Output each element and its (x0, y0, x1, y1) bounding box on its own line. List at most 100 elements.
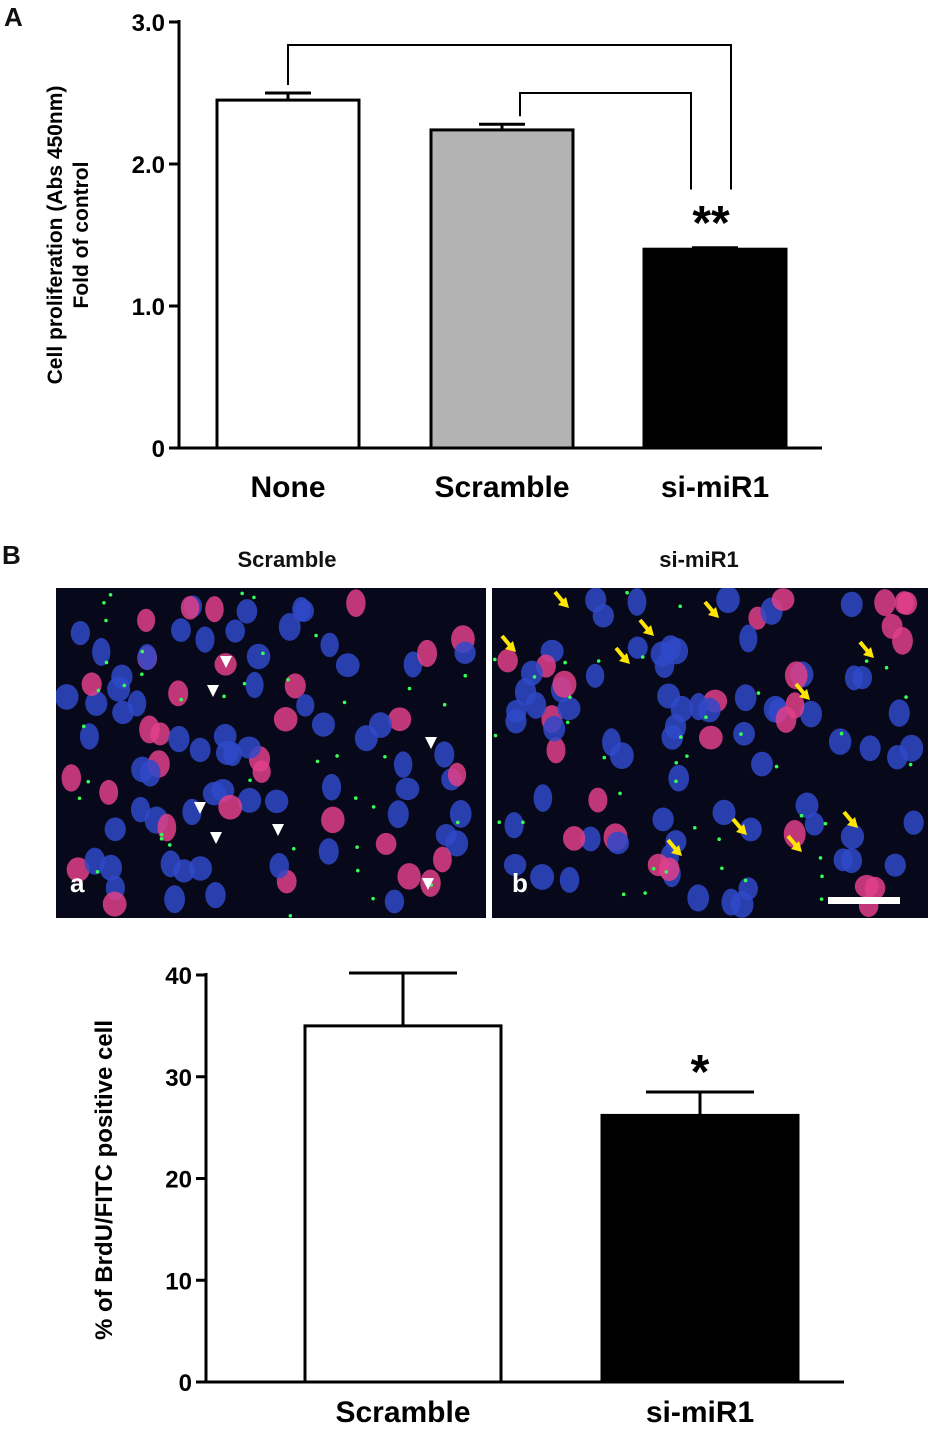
fitc-dot (839, 731, 844, 736)
nucleus-brdu (699, 725, 723, 750)
nucleus (585, 663, 605, 688)
fitc-dot (497, 820, 502, 824)
nucleus (652, 807, 674, 832)
fitc-dot (95, 869, 100, 874)
nucleus-brdu (771, 588, 795, 611)
nucleus (899, 734, 924, 762)
y-tick-label: 1.0 (132, 294, 165, 321)
nucleus-brdu (180, 595, 200, 620)
significance-bracket (519, 92, 692, 190)
fitc-dot (625, 590, 629, 595)
nucleus (171, 618, 191, 643)
fitc-dot (739, 732, 743, 736)
x-category-label: Scramble (434, 471, 569, 504)
fitc-dot (674, 761, 679, 765)
nucleus-brdu (273, 707, 298, 732)
nucleus-brdu (894, 591, 914, 615)
fitc-dot (81, 724, 86, 729)
fitc-dot (407, 686, 412, 691)
fitc-dot (140, 649, 145, 654)
nucleus-brdu (785, 692, 805, 719)
fitc-dot (678, 604, 683, 609)
nucleus (320, 632, 339, 658)
nucleus-brdu (61, 764, 82, 792)
fitc-dot (140, 672, 144, 677)
fitc-dot (679, 735, 683, 739)
fitc-dot (651, 866, 656, 871)
nucleus-brdu (546, 737, 566, 764)
y-tick-label: 20 (165, 1167, 192, 1194)
nucleus (140, 759, 161, 787)
nucleus (559, 866, 580, 893)
fitc-dot (596, 659, 601, 663)
nucleus (395, 777, 420, 801)
nucleus (650, 641, 674, 667)
y-tick-label: 0 (152, 436, 165, 463)
arrow-icon (619, 653, 630, 664)
fitc-dot (685, 754, 689, 758)
nucleus (859, 735, 881, 762)
nucleus (164, 885, 185, 914)
fitc-dot (864, 659, 869, 663)
nucleus (104, 817, 126, 842)
y-tick-label: 0 (179, 1370, 192, 1397)
y-tick-label: 3.0 (132, 10, 165, 37)
nucleus (840, 824, 865, 850)
arrow-icon (863, 647, 874, 658)
nucleus (296, 694, 315, 717)
arrowhead-icon (272, 824, 284, 836)
arrow-icon (708, 607, 719, 618)
fitc-dot (314, 633, 318, 638)
fitc-dot (799, 813, 804, 818)
y-tick-label: 2.0 (132, 152, 165, 179)
bar-none (215, 98, 361, 450)
fitc-dot (355, 868, 360, 873)
fitc-dot (819, 897, 824, 901)
nucleus (712, 799, 736, 826)
nucleus-brdu (99, 779, 119, 805)
micrograph-si-mir1-image (492, 588, 928, 918)
nucleus (580, 826, 601, 852)
nucleus (318, 838, 339, 865)
micrograph-label-b: b (512, 868, 528, 898)
nucleus (387, 800, 409, 829)
y-axis-label: % of BrdU/FITC positive cell (91, 1020, 118, 1340)
nucleus (627, 636, 648, 659)
fitc-dot (288, 913, 293, 918)
nucleus (237, 787, 262, 813)
fitc-dot (743, 878, 748, 883)
nucleus (335, 653, 360, 678)
nucleus (888, 699, 910, 727)
nucleus (322, 773, 342, 801)
scale-bar (828, 897, 900, 904)
fitc-dot (371, 896, 375, 901)
nucleus-brdu (137, 608, 156, 632)
nucleus (533, 784, 553, 812)
nucleus (160, 850, 181, 878)
nucleus (606, 831, 630, 855)
nucleus (716, 588, 740, 614)
nucleus (56, 684, 79, 710)
nucleus-brdu (881, 613, 903, 639)
nucleus (79, 723, 99, 750)
arrow-icon (671, 845, 682, 856)
significance-marker: * (691, 1046, 710, 1099)
fitc-dot (353, 796, 358, 800)
nucleus (721, 888, 741, 916)
nucleus (215, 740, 239, 765)
nucleus (530, 863, 555, 890)
nucleus (733, 721, 755, 746)
significance-bracket (287, 44, 732, 190)
nucleus (525, 691, 547, 719)
nucleus (130, 796, 151, 823)
nucleus-brdu (433, 846, 452, 873)
chart-a: 0 1.0 2.0 3.0 Cell proliferation (Abs 450nm)… (44, 10, 822, 504)
nucleus (85, 691, 108, 716)
fitc-dot (704, 715, 708, 720)
fitc-dot (291, 847, 296, 851)
nucleus (668, 764, 690, 792)
arrowhead-icon (220, 656, 232, 668)
arrowhead-icon (194, 802, 206, 814)
nucleus (188, 856, 213, 881)
y-tick-label: 40 (165, 963, 192, 990)
